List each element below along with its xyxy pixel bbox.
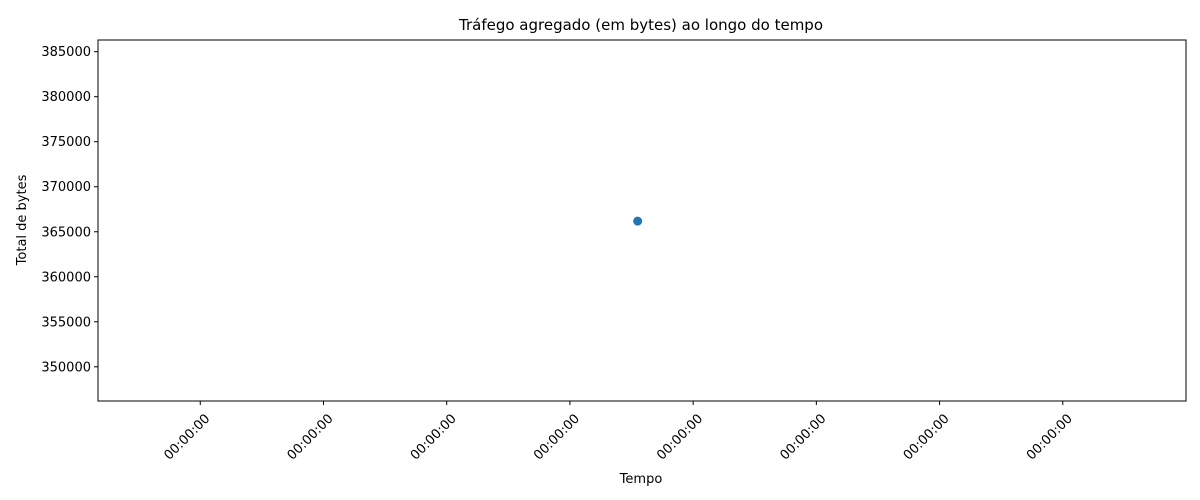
x-tick-label: 00:00:00 xyxy=(654,411,706,463)
x-tick-label: 00:00:00 xyxy=(161,411,213,463)
y-tick-label: 380000 xyxy=(41,90,91,105)
y-tick-label: 365000 xyxy=(41,225,91,240)
data-point xyxy=(633,216,643,226)
y-axis-label: Total de bytes xyxy=(15,174,30,266)
x-axis-ticks: 00:00:00 00:00:00 00:00:00 00:00:00 00:00:00… xyxy=(161,401,1076,463)
y-tick-label: 385000 xyxy=(41,45,91,60)
x-tick-label: 00:00:00 xyxy=(531,411,583,463)
y-axis-ticks: 350000 355000 360000 365000 370000 375000 3800… xyxy=(41,45,98,375)
y-tick-label: 375000 xyxy=(41,135,91,150)
chart-title: Tráfego agregado (em bytes) ao longo do … xyxy=(458,16,823,34)
x-tick-label: 00:00:00 xyxy=(901,411,953,463)
y-tick-label: 370000 xyxy=(41,180,91,195)
data-points xyxy=(633,216,643,226)
y-tick-label: 350000 xyxy=(41,360,91,375)
x-tick-label: 00:00:00 xyxy=(408,411,460,463)
x-tick-label: 00:00:00 xyxy=(285,411,337,463)
y-tick-label: 355000 xyxy=(41,315,91,330)
x-tick-label: 00:00:00 xyxy=(778,411,830,463)
x-tick-label: 00:00:00 xyxy=(1024,411,1076,463)
y-tick-label: 360000 xyxy=(41,270,91,285)
x-axis-label: Tempo xyxy=(619,472,663,487)
plot-area xyxy=(97,39,1187,402)
